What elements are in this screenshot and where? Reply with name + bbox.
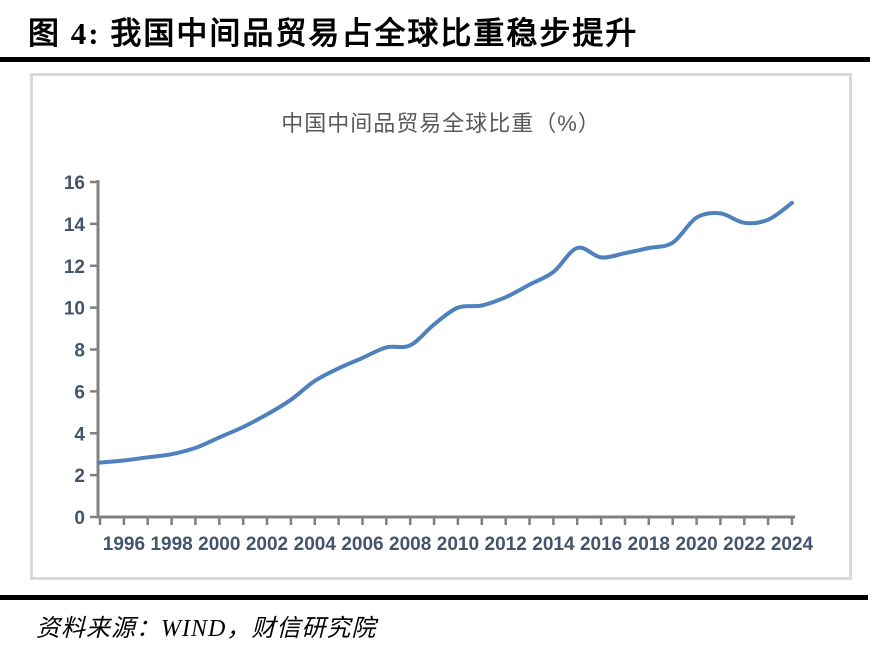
y-tick-label: 12 [64,257,85,278]
y-tick-label: 6 [74,382,85,403]
source-note: 资料来源：WIND，财信研究院 [36,616,377,642]
y-tick-label: 2 [74,466,85,487]
chart-container: 0 2 4 6 8 10 12 14 16 1996 1998 2000 2002 2004 2006 200… [30,73,852,580]
x-tick-label: 2000 [198,534,240,555]
x-tick-label: 2016 [580,534,622,555]
y-axis-ticks [90,180,98,519]
x-tick-label: 2008 [389,534,431,555]
source-divider-rule [0,595,868,600]
y-tick-label: 16 [64,173,85,194]
x-tick-label: 2018 [628,534,670,555]
x-tick-label: 2014 [532,534,575,555]
y-tick-label: 0 [74,508,85,529]
chart-title: 中国中间品贸易全球比重（%） [281,111,601,136]
y-tick-label: 4 [74,424,85,445]
figure-title: 图 4: 我国中间品贸易占全球比重稳步提升 [28,16,639,51]
x-tick-label: 2024 [771,534,814,555]
y-tick-label: 10 [64,299,85,320]
y-tick-label: 14 [64,215,86,236]
x-tick-label: 2022 [723,534,765,555]
y-tick-label: 8 [74,341,85,362]
data-line [98,200,794,465]
x-tick-label: 2020 [675,534,717,555]
title-underline-rule [0,57,870,62]
x-tick-label: 1996 [103,534,145,555]
x-tick-label: 2012 [485,534,527,555]
x-tick-label: 2002 [246,534,288,555]
x-tick-label: 1998 [150,534,192,555]
x-axis-ticks [98,517,794,525]
x-tick-label: 2006 [341,534,383,555]
x-tick-label: 2004 [294,534,337,555]
axes [96,180,795,519]
x-tick-label: 2010 [437,534,479,555]
